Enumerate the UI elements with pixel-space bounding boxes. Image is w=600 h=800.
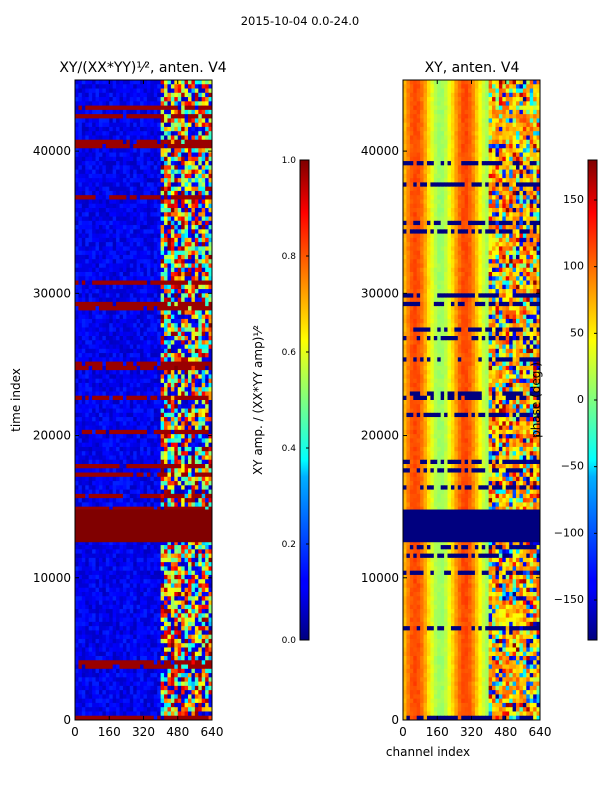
- y-tick-label: 30000: [33, 286, 71, 300]
- y-tick-label: 10000: [33, 571, 71, 585]
- colorbar-tick-label: 0: [577, 393, 584, 406]
- x-tick-label: 320: [460, 725, 483, 739]
- amplitude-colorbar-ticks: 0.0 0.2 0.4 0.6 0.8 1.0: [282, 156, 309, 646]
- colorbar-tick-label: −50: [561, 460, 584, 473]
- y-tick-label: 40000: [33, 144, 71, 158]
- amplitude-y-ticks: 0 10000 20000 30000 40000: [33, 144, 212, 727]
- phase-colorbar-ticks: −150 −100 −50 0 50 100 150: [554, 193, 597, 606]
- x-tick-label: 0: [71, 725, 79, 739]
- colorbar-tick-label: 50: [570, 326, 584, 339]
- x-tick-label: 480: [494, 725, 517, 739]
- amplitude-colorbar: 0.0 0.2 0.4 0.6 0.8 1.0 XY amp. / (XX*YY amp)…: [251, 156, 310, 646]
- amplitude-colorbar-label: XY amp. / (XX*YY amp)¹⁄²: [251, 325, 265, 475]
- figure-suptitle: 2015-10-04 0.0-24.0: [240, 14, 360, 28]
- phase-colorbar: −150 −100 −50 0 50 100 150 phase (deg.): [529, 159, 598, 641]
- amplitude-y-axis-label: time index: [9, 368, 23, 432]
- x-tick-label: 320: [132, 725, 155, 739]
- colorbar-tick-label: 0.2: [282, 540, 296, 550]
- y-tick-label: 10000: [361, 571, 399, 585]
- colorbar-tick-label: 0.6: [282, 348, 297, 358]
- y-tick-label: 0: [63, 713, 71, 727]
- colorbar-tick-label: 150: [563, 193, 584, 206]
- x-tick-label: 480: [166, 725, 189, 739]
- colorbar-tick-label: 0.4: [282, 444, 297, 454]
- phase-heatmap-cells: [403, 80, 541, 721]
- x-tick-label: 640: [201, 725, 224, 739]
- y-tick-label: 20000: [361, 429, 399, 443]
- phase-x-axis-label: channel index: [386, 745, 470, 759]
- amplitude-heatmap-panel: XY/(XX*YY)¹⁄², anten. V4 0 160 320 480 640 0…: [9, 60, 227, 739]
- phase-colorbar-label: phase (deg.): [529, 362, 543, 438]
- x-tick-label: 160: [98, 725, 121, 739]
- phase-heatmap-panel: XY, anten. V4 0 160 320 480 640 0 10000 20000 3…: [361, 60, 552, 759]
- colorbar-tick-label: 0.8: [282, 252, 297, 262]
- amplitude-heatmap-cells: [75, 80, 213, 721]
- x-tick-label: 160: [426, 725, 449, 739]
- colorbar-tick-label: −150: [554, 593, 584, 606]
- x-tick-label: 0: [399, 725, 407, 739]
- y-tick-label: 40000: [361, 144, 399, 158]
- amplitude-panel-title: XY/(XX*YY)¹⁄², anten. V4: [59, 60, 226, 76]
- phase-y-ticks: 0 10000 20000 30000 40000: [361, 144, 540, 727]
- y-tick-label: 30000: [361, 286, 399, 300]
- colorbar-tick-label: 100: [563, 260, 584, 273]
- colorbar-tick-label: 0.0: [282, 636, 297, 646]
- y-tick-label: 0: [391, 713, 399, 727]
- amplitude-colorbar-gradient: [299, 159, 310, 641]
- amplitude-x-ticks: 0 160 320 480 640: [71, 80, 223, 739]
- y-tick-label: 20000: [33, 429, 71, 443]
- phase-x-ticks: 0 160 320 480 640: [399, 80, 551, 739]
- colorbar-tick-label: −100: [554, 526, 584, 539]
- colorbar-tick-label: 1.0: [282, 156, 297, 166]
- x-tick-label: 640: [529, 725, 552, 739]
- phase-panel-title: XY, anten. V4: [425, 60, 520, 76]
